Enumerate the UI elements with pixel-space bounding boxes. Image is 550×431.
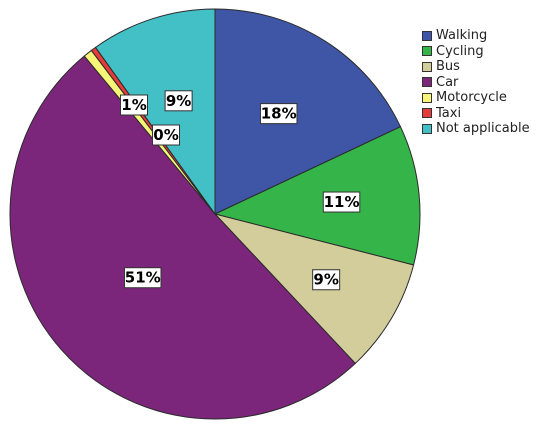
data-label-walking: 18% [259, 103, 298, 125]
svg-text:18%: 18% [261, 105, 297, 123]
legend-swatch-bus [422, 61, 432, 72]
legend-label-taxi: Taxi [436, 105, 462, 121]
legend-swatch-cycling [422, 46, 432, 57]
legend-label-motorcycle: Motorcycle [436, 90, 507, 106]
data-label-taxi: 0% [152, 124, 180, 146]
data-label-bus: 9% [312, 269, 341, 291]
legend-swatch-walking [422, 30, 432, 41]
legend-label-not-applicable: Not applicable [436, 121, 530, 137]
legend-item-motorcycle: Motorcycle [422, 90, 530, 106]
slice-car [9, 55, 357, 420]
legend-swatch-motorcycle [422, 92, 432, 103]
svg-text:1%: 1% [121, 96, 146, 114]
svg-text:11%: 11% [324, 193, 360, 211]
svg-text:9%: 9% [313, 271, 338, 289]
pie-slices [9, 8, 421, 420]
slice-walking [214, 8, 402, 215]
legend-swatch-taxi [422, 108, 432, 119]
data-label-not-applicable: 9% [164, 90, 193, 112]
legend: Walking Cycling Bus Car Motorcycle Taxi Not ap… [422, 28, 530, 137]
legend-item-not-applicable: Not applicable [422, 121, 530, 137]
data-label-car: 51% [123, 267, 162, 289]
legend-label-walking: Walking [436, 28, 488, 44]
legend-label-cycling: Cycling [436, 43, 484, 59]
svg-text:51%: 51% [125, 269, 161, 287]
svg-text:0%: 0% [153, 126, 178, 144]
legend-item-walking: Walking [422, 28, 530, 44]
legend-item-cycling: Cycling [422, 44, 530, 60]
legend-label-car: Car [436, 74, 459, 90]
legend-item-bus: Bus [422, 59, 530, 75]
legend-swatch-car [422, 77, 432, 88]
legend-item-car: Car [422, 75, 530, 91]
pie-data-labels: 18% 11% 9% 51% 1% 0% 9% [120, 90, 361, 291]
legend-swatch-not-applicable [422, 123, 432, 134]
slice-not-applicable [94, 8, 216, 216]
data-label-motorcycle: 1% [120, 94, 148, 116]
legend-label-bus: Bus [436, 59, 460, 75]
data-label-cycling: 11% [322, 191, 361, 213]
legend-item-taxi: Taxi [422, 106, 530, 122]
slice-cycling [213, 126, 421, 266]
svg-text:9%: 9% [166, 92, 191, 110]
